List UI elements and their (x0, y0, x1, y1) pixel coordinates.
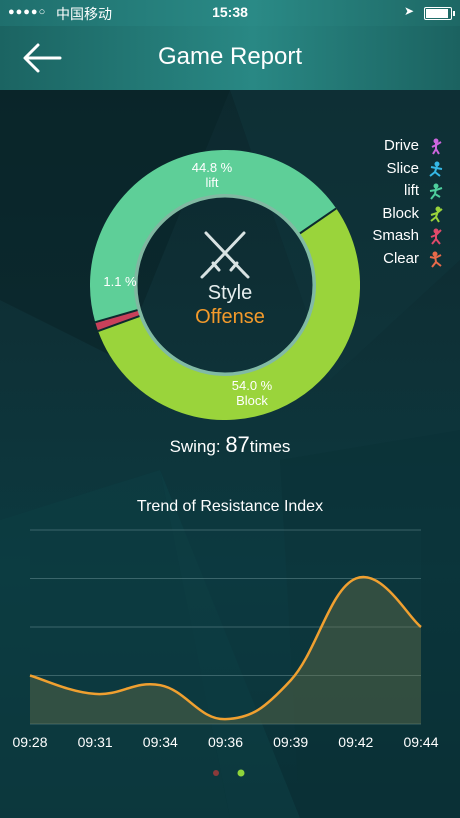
crossed-swords-icon (200, 231, 250, 279)
legend-label: Smash (372, 227, 419, 245)
segment-label-smash: 1.1 % (100, 274, 140, 289)
player-clear-icon (429, 251, 442, 268)
x-tick-label: 09:44 (403, 734, 438, 750)
style-donut-chart (90, 150, 360, 420)
player-drive-icon (431, 138, 442, 155)
segment-percent: 1.1 % (103, 274, 137, 289)
donut-inner-ring (130, 190, 320, 380)
signal-strength-icon: ●●●●○ (8, 6, 47, 18)
legend-item-smash: Smash (350, 226, 455, 249)
swing-unit: times (249, 437, 291, 456)
status-time: 15:38 (212, 4, 248, 20)
segment-name: lift (205, 175, 219, 190)
trend-chart-title: Trend of Resistance Index (136, 498, 324, 515)
trend-area-fill (30, 577, 421, 724)
legend-item-clear: Clear (350, 249, 455, 272)
page-dot-2[interactable] (238, 770, 244, 776)
legend-label: Clear (383, 249, 419, 267)
donut-segment-smash (95, 309, 140, 332)
donut-segment-lift (90, 150, 337, 323)
segment-percent: 54.0 % (231, 378, 273, 393)
donut-separator (97, 315, 140, 333)
battery-level (426, 9, 448, 18)
legend-item-drive: Drive (350, 136, 455, 159)
swing-count: Swing: 87times (0, 432, 460, 458)
swing-number: 87 (225, 432, 250, 457)
segment-percent: 44.8 % (191, 160, 233, 175)
player-slice-icon (429, 161, 443, 177)
player-lift-icon (429, 183, 443, 200)
style-label: Style (207, 282, 253, 304)
stroke-type-legend: Drive Slice lift Block Smash Clear (350, 136, 455, 272)
x-tick-label: 09:42 (338, 734, 373, 750)
location-arrow-icon: ➤ (404, 4, 415, 18)
player-smash-icon (430, 228, 442, 245)
player-block-icon (430, 206, 443, 223)
legend-label: lift (404, 182, 419, 200)
x-tick-label: 09:34 (143, 734, 178, 750)
donut-separator (299, 207, 337, 235)
segment-name: Block (236, 393, 268, 408)
x-tick-label: 09:31 (78, 734, 113, 750)
style-value: Offense (195, 306, 265, 328)
carrier-name: 中国移动 (56, 6, 112, 22)
swing-label: Swing: (169, 437, 226, 456)
legend-item-slice: Slice (350, 159, 455, 182)
page-dot-1[interactable] (213, 770, 219, 776)
page-indicator (213, 770, 253, 780)
x-tick-label: 09:36 (208, 734, 243, 750)
battery-icon (424, 7, 455, 20)
legend-item-block: Block (350, 204, 455, 227)
x-tick-label: 09:39 (273, 734, 308, 750)
legend-item-lift: lift (350, 181, 455, 204)
back-button[interactable] (20, 40, 64, 76)
page-title: Game Report (157, 43, 303, 70)
x-tick-label: 09:28 (12, 734, 47, 750)
donut-segment-block (98, 208, 360, 420)
resistance-trend-chart: 09:28 09:31 09:34 09:36 09:39 09:42 09:44 (12, 529, 439, 750)
back-arrow-icon (23, 43, 62, 73)
legend-label: Slice (386, 159, 419, 177)
segment-label-block: 54.0 % Block (222, 378, 282, 408)
legend-label: Drive (383, 137, 419, 154)
donut-separator (94, 309, 138, 324)
header-bar: Game Report (0, 26, 460, 90)
segment-label-lift: 44.8 % lift (182, 160, 242, 190)
status-bar: ●●●●○ 中国移动 15:38 ➤ (0, 0, 460, 26)
legend-label: Block (382, 204, 419, 222)
